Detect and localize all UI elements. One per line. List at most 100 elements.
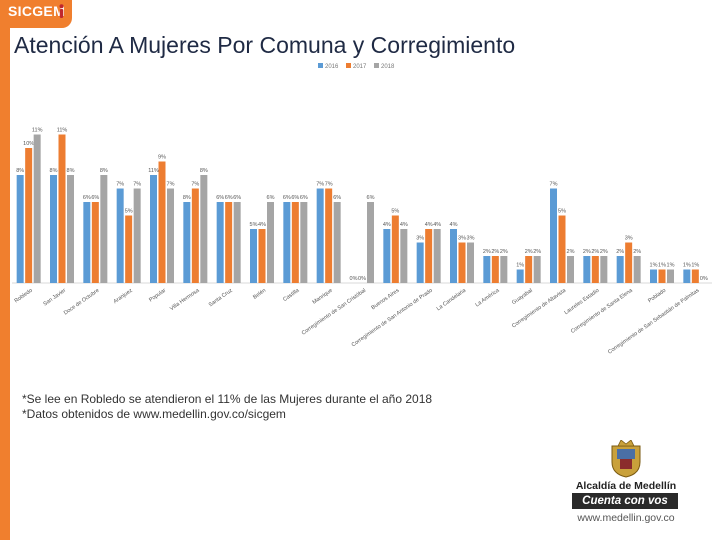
bar-2016-19 — [650, 269, 657, 283]
data-label-2016-4: 11% — [148, 168, 159, 174]
org-name: Alcaldía de Medellín — [575, 480, 677, 492]
data-label-2017-4: 9% — [158, 155, 166, 161]
category-label-1: San Javier — [42, 288, 67, 308]
data-label-2017-2: 6% — [91, 195, 99, 201]
data-label-2017-13: 3% — [458, 236, 466, 242]
data-label-2018-20: 0% — [700, 276, 708, 282]
data-label-2018-2: 8% — [100, 168, 108, 174]
legend-label-2017: 2017 — [353, 64, 367, 70]
category-label-3: Aranjuez — [113, 288, 134, 306]
bar-2016-15 — [516, 269, 524, 283]
bar-2018-18 — [633, 256, 641, 283]
slogan-badge: Cuenta con vos — [572, 493, 678, 509]
footer-logo: Alcaldía de Medellín Cuenta con vos www.… — [570, 440, 682, 530]
bar-2018-10 — [367, 202, 374, 283]
category-label-7: Belén — [252, 288, 267, 301]
data-label-2018-1: 8% — [67, 168, 75, 174]
bar-2017-14 — [491, 256, 499, 283]
bar-2017-0 — [25, 148, 33, 283]
bar-2018-14 — [500, 256, 508, 283]
data-label-2016-7: 5% — [250, 222, 258, 228]
category-label-6: Santa Cruz — [208, 288, 234, 309]
data-label-2017-11: 5% — [391, 209, 399, 215]
bar-2017-6 — [225, 202, 233, 283]
bar-2018-9 — [333, 202, 341, 283]
data-label-2016-9: 7% — [316, 182, 324, 188]
bar-2018-11 — [400, 229, 408, 283]
data-label-2018-11: 4% — [400, 222, 408, 228]
data-label-2017-16: 5% — [558, 209, 566, 215]
bar-2016-14 — [483, 256, 491, 283]
category-label-14: La América — [474, 287, 501, 308]
bar-2018-13 — [467, 242, 474, 283]
data-label-2016-15: 1% — [516, 263, 524, 269]
data-label-2017-17: 2% — [591, 249, 599, 255]
data-label-2016-11: 4% — [383, 222, 391, 228]
bar-2018-3 — [133, 188, 141, 283]
coat-of-arms-icon — [611, 440, 641, 478]
bar-2016-9 — [316, 188, 324, 283]
logo-text: SICGEM — [8, 3, 66, 19]
data-label-2018-14: 2% — [500, 249, 508, 255]
data-label-2018-18: 2% — [633, 249, 641, 255]
category-label-8: Castilla — [282, 287, 301, 303]
legend-swatch-2018 — [374, 63, 379, 68]
data-label-2018-5: 8% — [200, 168, 208, 174]
data-label-2017-15: 2% — [525, 249, 533, 255]
data-label-2018-12: 4% — [433, 222, 441, 228]
data-label-2016-1: 8% — [50, 168, 58, 174]
bar-2017-20 — [691, 269, 699, 283]
bar-2017-11 — [391, 215, 399, 283]
bar-2017-8 — [291, 202, 299, 283]
category-label-19: Poblado — [647, 288, 667, 304]
data-label-2016-6: 6% — [216, 195, 224, 201]
legend-swatch-2016 — [318, 63, 323, 68]
data-label-2016-19: 1% — [650, 263, 658, 269]
data-label-2018-7: 6% — [267, 195, 275, 201]
data-label-2017-19: 1% — [658, 263, 666, 269]
data-label-2016-13: 4% — [450, 222, 458, 228]
bar-2018-6 — [233, 202, 241, 283]
bar-2017-12 — [425, 229, 433, 283]
category-label-0: Robledo — [14, 288, 34, 305]
category-label-18: Corregimiento de Santa Elena — [570, 287, 635, 335]
bar-2017-4 — [158, 161, 166, 283]
data-label-2017-14: 2% — [491, 249, 499, 255]
bar-2016-3 — [116, 188, 124, 283]
data-label-2017-18: 3% — [625, 236, 633, 242]
bar-2017-17 — [591, 256, 599, 283]
category-label-16: Corregimiento de Altavista — [511, 287, 568, 329]
bar-2018-5 — [200, 175, 208, 283]
bar-2016-7 — [250, 229, 257, 283]
bar-2018-16 — [567, 256, 574, 283]
data-label-2017-5: 7% — [191, 182, 199, 188]
bar-2018-12 — [433, 229, 441, 283]
data-label-2016-5: 8% — [183, 195, 191, 201]
data-label-2017-20: 1% — [691, 263, 699, 269]
bar-2018-19 — [667, 269, 674, 283]
data-label-2018-4: 7% — [167, 182, 175, 188]
side-accent-bar — [0, 0, 10, 540]
category-label-9: Manrique — [312, 288, 334, 306]
note-source: *Datos obtenidos de www.medellin.gov.co/… — [22, 407, 286, 421]
data-label-2016-12: 3% — [416, 236, 424, 242]
bar-2016-20 — [683, 269, 691, 283]
bar-chart: 2016 2017 2018 8% 10% 11% Robledo 8% 11% 8% San Ja… — [12, 63, 712, 356]
bar-2016-4 — [150, 175, 157, 283]
data-label-2016-0: 8% — [16, 168, 24, 174]
bar-2018-0 — [33, 134, 41, 283]
data-label-2016-16: 7% — [550, 182, 558, 188]
bar-2017-3 — [125, 215, 133, 283]
data-label-2017-0: 10% — [23, 141, 34, 147]
category-label-11: Buenos Aires — [370, 288, 400, 312]
data-label-2016-10: 0% — [350, 276, 358, 282]
bar-2017-16 — [558, 215, 566, 283]
data-label-2016-18: 2% — [616, 249, 624, 255]
data-label-2017-8: 6% — [291, 195, 299, 201]
data-label-2016-3: 7% — [116, 182, 124, 188]
data-label-2016-2: 6% — [83, 195, 91, 201]
data-label-2016-17: 2% — [583, 249, 591, 255]
bar-2017-19 — [658, 269, 666, 283]
bar-2017-2 — [91, 202, 99, 283]
data-label-2017-6: 6% — [225, 195, 233, 201]
